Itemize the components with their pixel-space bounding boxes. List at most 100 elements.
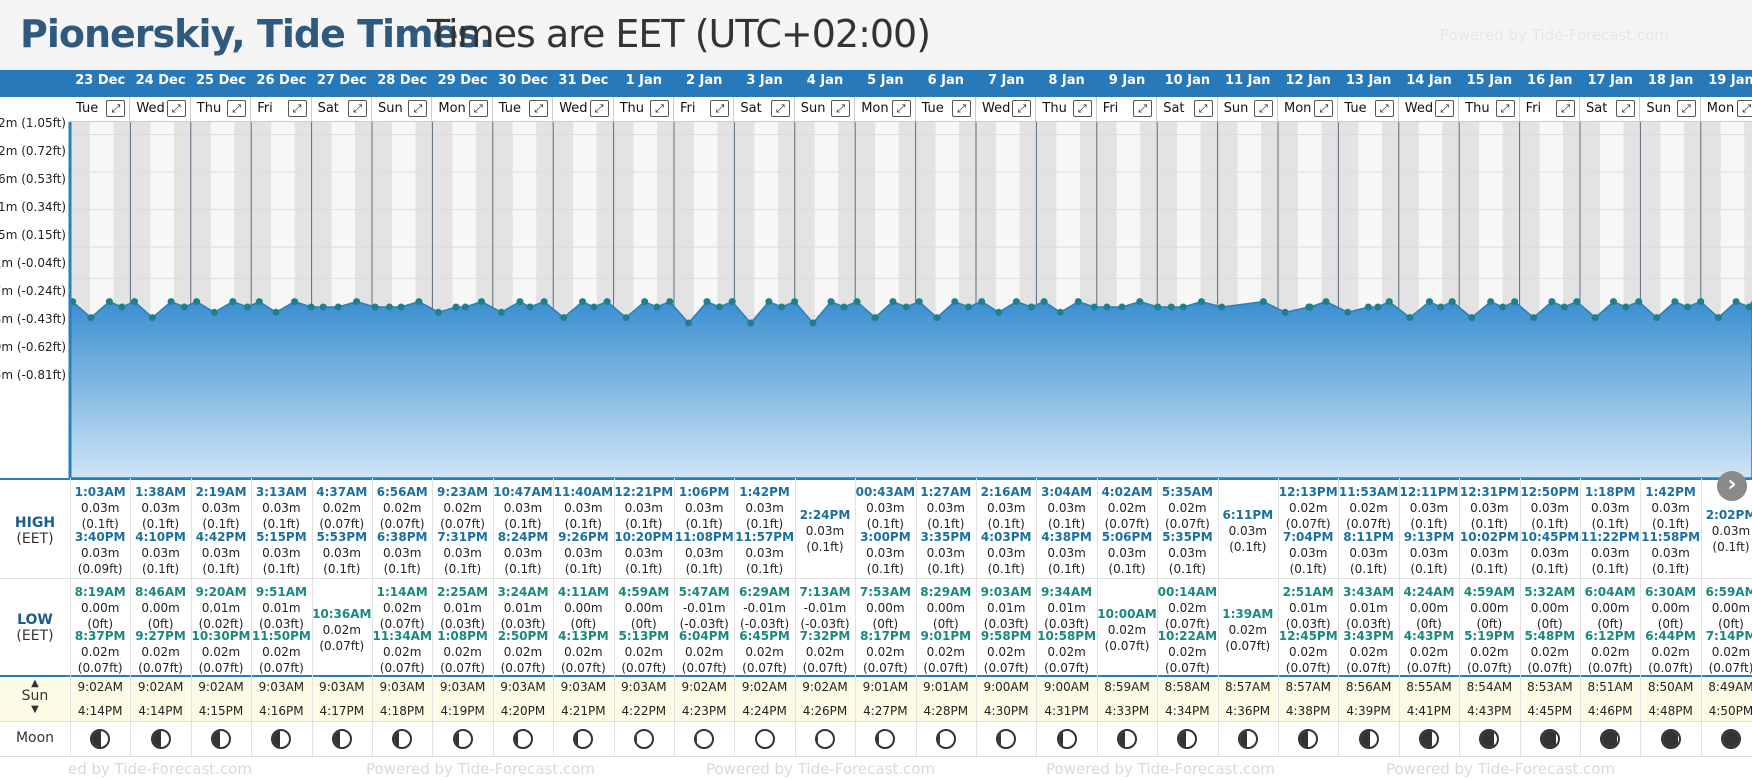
expand-icon[interactable]: ⤢ bbox=[1555, 100, 1575, 117]
date-label: 7 Jan bbox=[987, 73, 1025, 88]
expand-icon[interactable]: ⤢ bbox=[1676, 100, 1696, 117]
expand-icon[interactable]: ⤢ bbox=[1374, 100, 1394, 117]
date-label: 31 Dec bbox=[558, 73, 609, 88]
low-tide-entry: 7:53AM 0.00m (0ft) bbox=[859, 585, 911, 631]
next-arrow-button[interactable]: › bbox=[1717, 471, 1747, 501]
high-tide-entry: 5:35PM 0.03m (0.1ft) bbox=[1162, 530, 1213, 576]
column-divider bbox=[1096, 478, 1098, 780]
expand-icon[interactable]: ⤢ bbox=[1495, 100, 1515, 117]
column-divider bbox=[130, 478, 132, 780]
sun-times: 8:58AM 4:34PM bbox=[1164, 680, 1211, 718]
expand-icon[interactable]: ⤢ bbox=[1012, 100, 1032, 117]
date-label: 30 Dec bbox=[498, 73, 548, 88]
expand-icon[interactable]: ⤢ bbox=[951, 100, 971, 117]
low-tide-entry: 7:14PM 0.02m (0.07ft) bbox=[1705, 629, 1752, 675]
tide-point bbox=[1154, 303, 1162, 311]
expand-icon[interactable]: ⤢ bbox=[287, 100, 307, 117]
expand-icon[interactable]: ⤢ bbox=[166, 100, 186, 117]
low-tide-entry: 8:29AM 0.00m (0ft) bbox=[920, 585, 972, 631]
expand-icon[interactable]: ⤢ bbox=[1072, 100, 1092, 117]
moon-phase-icon bbox=[815, 729, 835, 749]
moon-phase-icon bbox=[331, 729, 352, 749]
high-tide-entry: 3:40PM 0.03m (0.09ft) bbox=[74, 530, 126, 576]
expand-icon[interactable]: ⤢ bbox=[1435, 100, 1455, 117]
expand-icon[interactable]: ⤢ bbox=[1737, 100, 1752, 117]
date-label: 17 Jan bbox=[1587, 73, 1633, 88]
expand-icon[interactable]: ⤢ bbox=[468, 100, 488, 117]
high-tide-entry: 3:04AM 0.03m (0.1ft) bbox=[1041, 485, 1093, 531]
tide-point bbox=[1385, 298, 1393, 306]
high-tide-entry: 1:18PM 0.03m (0.1ft) bbox=[1584, 485, 1636, 531]
high-tide-entry: 11:57PM 0.03m (0.1ft) bbox=[735, 530, 795, 576]
moon-phase-icon bbox=[633, 729, 654, 749]
tide-point bbox=[1012, 298, 1020, 306]
tide-point bbox=[272, 308, 280, 316]
column-divider bbox=[492, 478, 494, 780]
low-tide-entry: 10:36AM 0.02m (0.07ft) bbox=[312, 607, 372, 653]
expand-icon[interactable]: ⤢ bbox=[347, 100, 367, 117]
sun-times: 8:56AM 4:39PM bbox=[1345, 680, 1392, 718]
column-divider bbox=[1157, 478, 1159, 780]
low-tide-entry: 5:47AM -0.01m (-0.03ft) bbox=[678, 585, 730, 631]
column-divider bbox=[613, 478, 615, 780]
tide-point bbox=[1745, 303, 1752, 311]
column-divider bbox=[1519, 478, 1521, 780]
expand-icon[interactable]: ⤢ bbox=[891, 100, 911, 117]
expand-icon[interactable]: ⤢ bbox=[710, 100, 730, 117]
expand-icon[interactable]: ⤢ bbox=[106, 100, 126, 117]
day-cell: Fri ⤢ bbox=[1096, 97, 1158, 122]
day-cell: Sat ⤢ bbox=[734, 97, 795, 122]
tide-point bbox=[1591, 314, 1599, 322]
expand-icon[interactable]: ⤢ bbox=[831, 100, 851, 117]
tide-point bbox=[148, 314, 156, 322]
tide-point bbox=[1374, 303, 1382, 311]
sun-times: 8:54AM 4:43PM bbox=[1466, 680, 1513, 718]
column-divider bbox=[1580, 478, 1581, 780]
expand-icon[interactable]: ⤢ bbox=[1616, 100, 1636, 117]
expand-icon[interactable]: ⤢ bbox=[649, 100, 669, 117]
expand-icon[interactable]: ⤢ bbox=[1133, 100, 1153, 117]
high-tide-entry: 9:13PM 0.03m (0.1ft) bbox=[1403, 530, 1455, 576]
sun-times: 8:49AM 4:50PM bbox=[1708, 680, 1752, 718]
moon-phase-icon bbox=[392, 729, 413, 749]
expand-icon[interactable]: ⤢ bbox=[1193, 100, 1213, 117]
expand-icon[interactable]: ⤢ bbox=[529, 100, 549, 117]
expand-icon[interactable]: ⤢ bbox=[408, 100, 428, 117]
high-tide-entry: 12:31PM 0.03m (0.1ft) bbox=[1459, 485, 1519, 531]
moon-phase-icon bbox=[1539, 729, 1560, 749]
expand-icon[interactable]: ⤢ bbox=[1314, 100, 1334, 117]
tide-table: 23 Dec 24 Dec 25 Dec 26 Dec 27 Dec 28 Dec 29 D… bbox=[0, 70, 1752, 780]
high-tide-entry: 12:21PM 0.03m (0.1ft) bbox=[614, 485, 674, 531]
low-tide-entry: 6:04AM 0.00m (0ft) bbox=[1584, 585, 1636, 631]
tide-point bbox=[1653, 314, 1661, 322]
low-tide-entry: 9:20AM 0.01m (0.02ft) bbox=[195, 585, 247, 631]
date-label: 5 Jan bbox=[867, 73, 904, 88]
low-tide-entry: 5:13PM 0.02m (0.07ft) bbox=[618, 629, 670, 675]
high-tide-entry: 11:40AM 0.03m (0.1ft) bbox=[553, 485, 614, 531]
moon-phase-icon bbox=[875, 729, 896, 749]
date-header-row bbox=[0, 70, 1752, 97]
sun-times: 9:02AM 4:23PM bbox=[681, 680, 727, 718]
tide-point bbox=[118, 303, 126, 311]
day-cell: Mon ⤢ bbox=[1700, 97, 1752, 122]
expand-icon[interactable]: ⤢ bbox=[770, 100, 790, 117]
tide-point bbox=[1364, 303, 1372, 311]
tide-point bbox=[180, 303, 188, 311]
high-tide-entry: 11:22PM 0.03m (0.1ft) bbox=[1580, 530, 1640, 576]
column-divider bbox=[1036, 478, 1038, 780]
expand-icon[interactable]: ⤢ bbox=[1253, 100, 1273, 117]
high-tide-entry: 5:35AM 0.02m (0.07ft) bbox=[1161, 485, 1213, 531]
low-tide-entry: 7:32PM 0.02m (0.07ft) bbox=[799, 629, 851, 675]
date-label: 12 Jan bbox=[1285, 73, 1331, 88]
high-tide-entry: 11:53AM 0.02m (0.07ft) bbox=[1338, 485, 1399, 531]
tide-point bbox=[167, 298, 175, 306]
column-divider bbox=[1700, 478, 1702, 780]
day-cell: Sat ⤢ bbox=[1157, 97, 1218, 122]
day-cell: Wed ⤢ bbox=[1398, 97, 1460, 122]
date-label: 15 Jan bbox=[1466, 73, 1513, 88]
tide-point bbox=[853, 298, 861, 306]
expand-icon[interactable]: ⤢ bbox=[227, 100, 247, 117]
expand-icon[interactable]: ⤢ bbox=[589, 100, 609, 117]
sun-times: 9:00AM 4:31PM bbox=[1043, 680, 1090, 718]
tide-point bbox=[1671, 298, 1679, 306]
